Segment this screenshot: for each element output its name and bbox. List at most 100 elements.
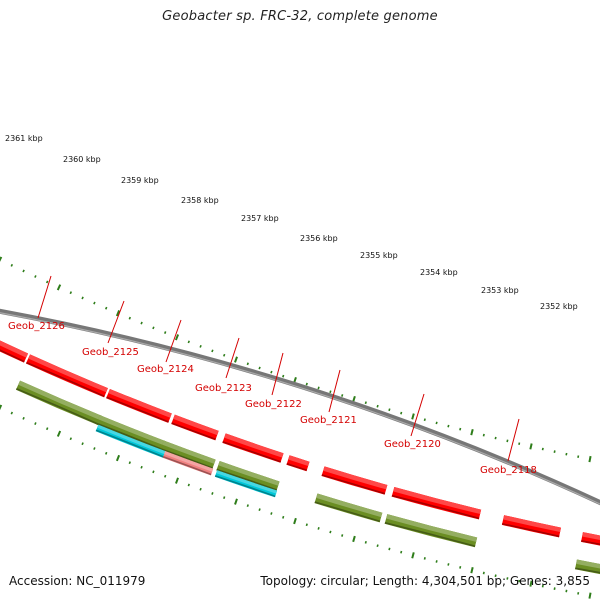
outer-tick-51 xyxy=(588,455,592,463)
inner-tick-22 xyxy=(246,504,249,508)
forward-gene-7 xyxy=(321,466,388,495)
outer-tick-17 xyxy=(187,340,190,344)
outer-tick-8 xyxy=(81,296,84,300)
pink-feature-1 xyxy=(162,451,214,476)
reverse-gene-5 xyxy=(314,493,383,523)
inner-tick-33 xyxy=(376,544,379,548)
outer-tick-20 xyxy=(223,353,226,357)
scale-label-3: 2359 kbp xyxy=(121,176,159,185)
reverse-gene-3 xyxy=(160,440,216,470)
outer-tick-34 xyxy=(388,408,391,412)
forward-gene-1 xyxy=(0,340,29,363)
inner-tick-9 xyxy=(93,447,96,450)
outer-tick-38 xyxy=(435,421,438,425)
scale-label-2: 2360 kbp xyxy=(63,155,101,164)
scale-label-10: 2352 kbp xyxy=(540,302,578,311)
inner-tick-2 xyxy=(10,411,14,415)
outer-tick-10 xyxy=(104,306,108,310)
outer-tick-25 xyxy=(282,374,285,378)
gene-label-3: Geob_2124 xyxy=(137,364,194,375)
forward-gene-4 xyxy=(171,414,219,441)
gene-label-8: Geob_2118 xyxy=(480,465,537,476)
outer-tick-24 xyxy=(270,370,273,374)
inner-tick-11 xyxy=(115,454,121,462)
inner-tick-40 xyxy=(459,565,462,569)
inner-tick-41 xyxy=(470,567,474,574)
genome-title: Geobacter sp. FRC-32, complete genome xyxy=(162,9,438,24)
outer-tick-1 xyxy=(0,256,3,262)
scale-ticks xyxy=(0,256,592,599)
forward-gene-3 xyxy=(106,388,172,423)
outer-tick-45 xyxy=(518,442,521,446)
gene-label-7: Geob_2120 xyxy=(384,439,441,450)
rna-feature-2 xyxy=(214,470,278,498)
inner-tick-35 xyxy=(400,550,403,554)
inner-tick-42 xyxy=(482,571,485,575)
inner-tick-31 xyxy=(352,535,356,543)
inner-tick-7 xyxy=(69,437,72,441)
outer-tick-44 xyxy=(506,439,509,443)
inner-tick-38 xyxy=(435,560,438,563)
inner-tick-10 xyxy=(105,451,108,455)
inner-tick-25 xyxy=(282,515,285,519)
outer-tick-23 xyxy=(258,366,261,370)
outer-tick-49 xyxy=(565,452,568,456)
backbone-highlight xyxy=(0,312,600,505)
inner-tick-14 xyxy=(152,470,155,474)
gene-leader-line-3 xyxy=(165,319,182,363)
outer-tick-18 xyxy=(199,344,202,348)
reverse-gene-7 xyxy=(575,559,600,575)
inner-tick-43 xyxy=(494,574,497,578)
inner-tick-24 xyxy=(270,512,273,515)
inner-tick-6 xyxy=(56,430,62,437)
forward-gene-10 xyxy=(581,532,600,546)
outer-tick-2 xyxy=(10,263,14,267)
outer-tick-46 xyxy=(529,443,533,450)
outer-tick-13 xyxy=(140,321,143,325)
inner-tick-21 xyxy=(234,498,238,505)
gene-leader-line-6 xyxy=(328,369,341,413)
scale-label-9: 2353 kbp xyxy=(481,286,519,295)
outer-tick-41 xyxy=(470,429,474,436)
scale-label-8: 2354 kbp xyxy=(420,268,458,277)
outer-tick-3 xyxy=(22,269,25,273)
inner-tick-28 xyxy=(317,527,320,530)
inner-tick-3 xyxy=(22,416,25,420)
outer-tick-47 xyxy=(541,447,544,451)
outer-tick-16 xyxy=(174,334,180,341)
inner-tick-47 xyxy=(541,584,544,588)
forward-gene-9 xyxy=(501,515,562,538)
inner-tick-30 xyxy=(341,534,344,537)
outer-tick-32 xyxy=(364,401,367,405)
inner-tick-32 xyxy=(364,540,367,544)
outer-tick-37 xyxy=(423,418,426,422)
outer-tick-9 xyxy=(93,301,96,305)
outer-tick-36 xyxy=(411,413,415,420)
outer-tick-42 xyxy=(482,433,485,437)
gene-leader-line-1 xyxy=(37,275,52,319)
inner-tick-27 xyxy=(305,523,308,527)
inner-tick-39 xyxy=(447,563,450,566)
gene-leader-line-4 xyxy=(225,337,240,379)
outer-tick-6 xyxy=(56,284,62,291)
outer-tick-11 xyxy=(115,310,121,317)
inner-tick-46 xyxy=(529,580,533,587)
scale-label-4: 2358 kbp xyxy=(181,196,219,205)
gene-leader-line-2 xyxy=(107,300,125,344)
inner-tick-26 xyxy=(293,517,297,525)
gene-leader-line-7 xyxy=(410,393,425,437)
forward-gene-8 xyxy=(391,487,482,520)
inner-tick-29 xyxy=(329,530,332,534)
outer-tick-4 xyxy=(34,275,37,278)
inner-tick-36 xyxy=(411,552,415,559)
gene-label-4: Geob_2123 xyxy=(195,383,252,394)
inner-tick-12 xyxy=(128,461,131,465)
inner-tick-1 xyxy=(0,404,3,411)
reverse-gene-4 xyxy=(216,461,280,491)
outer-tick-21 xyxy=(234,356,238,363)
inner-tick-23 xyxy=(258,508,261,512)
outer-tick-35 xyxy=(400,411,403,415)
outer-tick-48 xyxy=(553,450,556,453)
outer-tick-39 xyxy=(447,424,450,428)
